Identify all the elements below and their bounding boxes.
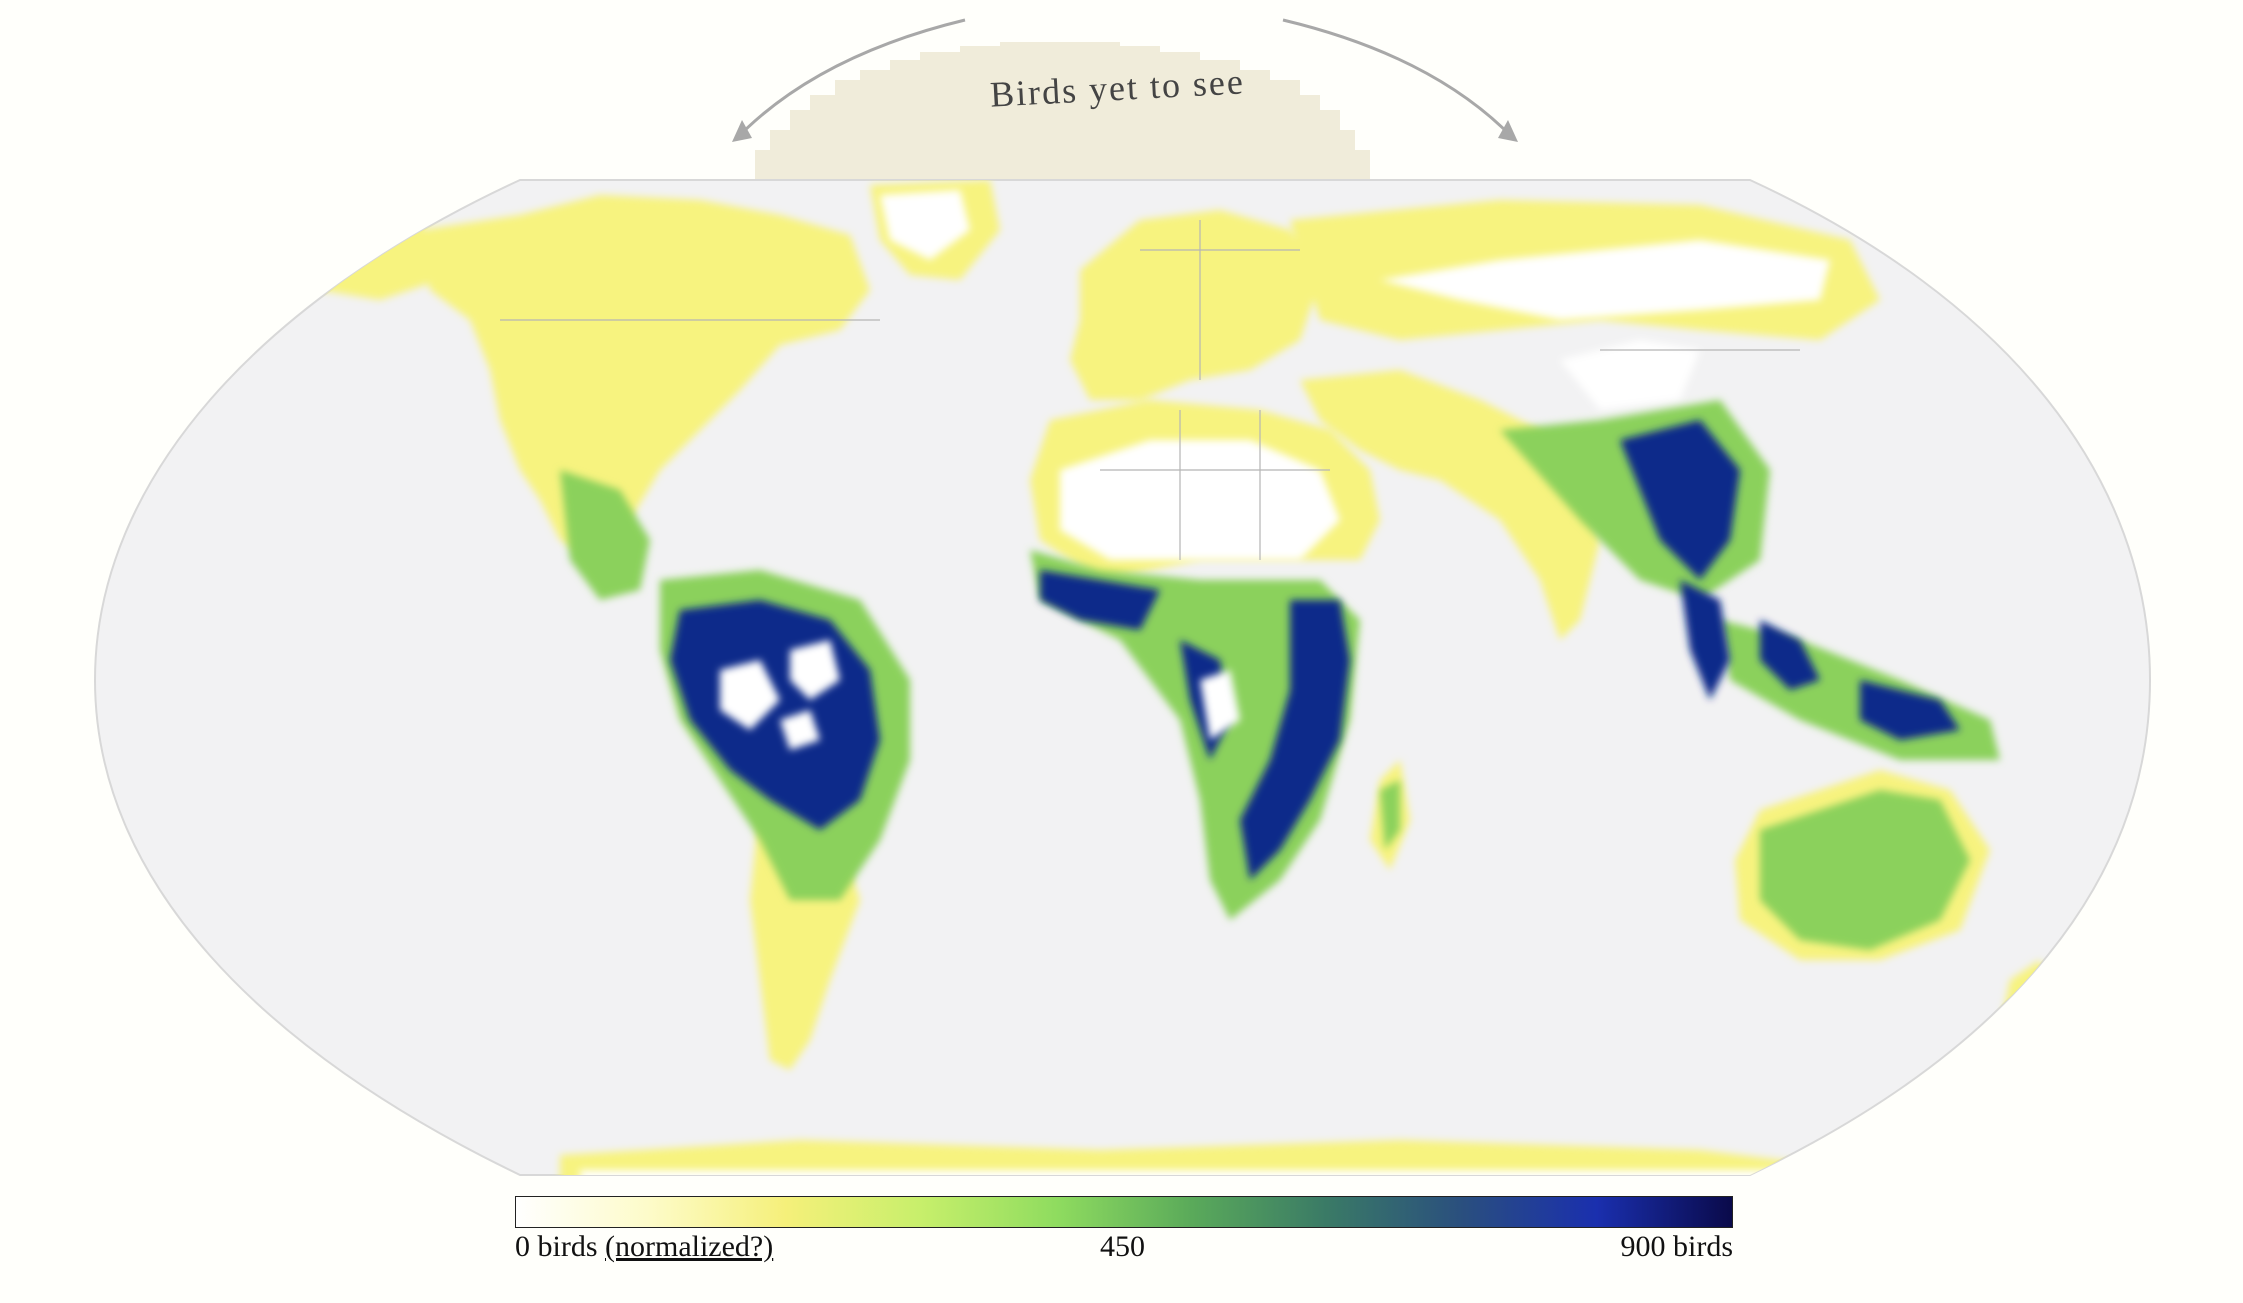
curved-arrow-right-icon xyxy=(1282,18,1512,137)
normalized-toggle-link[interactable]: (normalized?) xyxy=(605,1230,774,1263)
legend-min-label: 0 birds (normalized?) xyxy=(515,1230,773,1264)
legend-min-text: 0 birds xyxy=(515,1230,598,1263)
banner-background xyxy=(755,42,1370,180)
legend-mid-label: 450 xyxy=(1100,1230,1145,1263)
curved-arrow-right-icon-head xyxy=(1498,120,1518,142)
color-scale-bar xyxy=(515,1196,1733,1228)
world-map xyxy=(93,179,2152,1176)
curved-arrow-left-icon-head xyxy=(732,120,752,142)
amazon-zero-patches xyxy=(720,640,1240,750)
legend-max-label: 900 birds xyxy=(1620,1230,1734,1263)
country-borders xyxy=(500,220,1800,560)
title-banner: Birds yet to see xyxy=(732,18,1518,180)
curved-arrow-left-icon xyxy=(738,18,966,137)
